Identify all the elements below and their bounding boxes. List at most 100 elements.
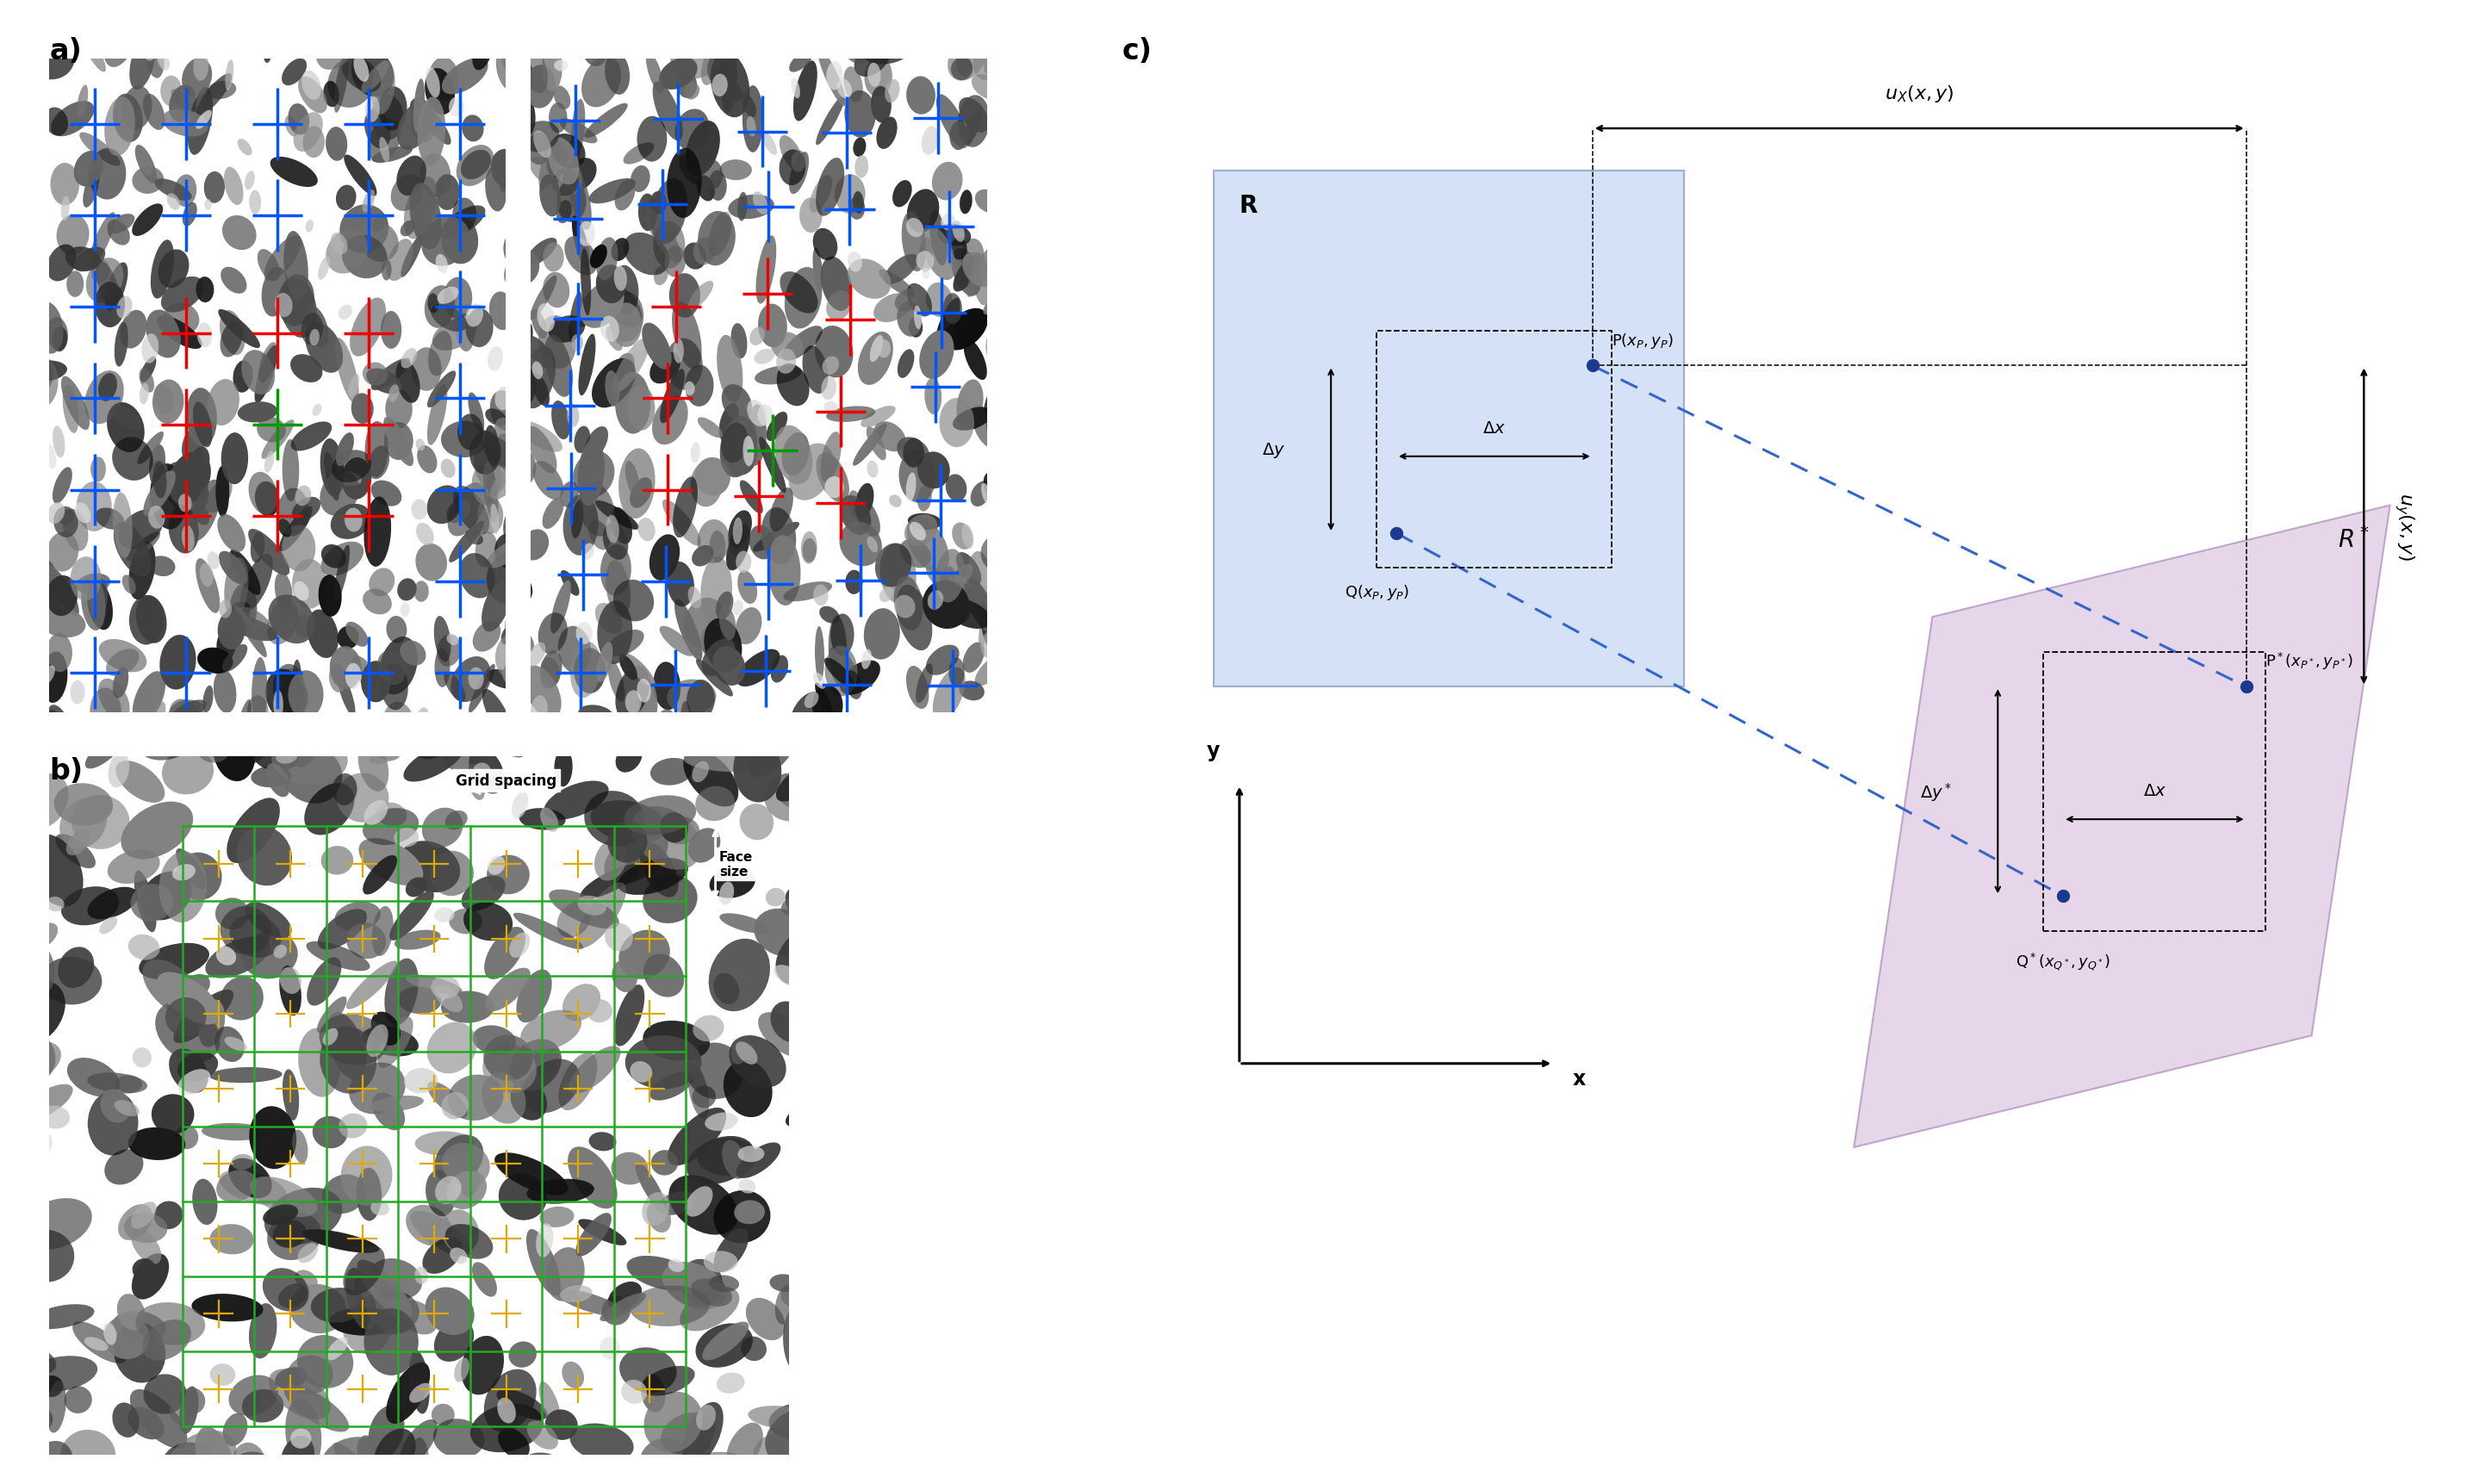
- Ellipse shape: [437, 255, 449, 275]
- Ellipse shape: [696, 787, 735, 821]
- Ellipse shape: [360, 16, 387, 50]
- Ellipse shape: [306, 324, 343, 374]
- Ellipse shape: [982, 629, 999, 659]
- Ellipse shape: [266, 1212, 321, 1260]
- Ellipse shape: [669, 275, 701, 319]
- Ellipse shape: [624, 690, 641, 714]
- Ellipse shape: [486, 166, 506, 212]
- Ellipse shape: [76, 482, 111, 531]
- Ellipse shape: [474, 1025, 516, 1055]
- Ellipse shape: [730, 1039, 748, 1064]
- Ellipse shape: [812, 229, 836, 261]
- Ellipse shape: [762, 508, 797, 565]
- Ellipse shape: [224, 61, 234, 92]
- Ellipse shape: [802, 870, 824, 886]
- Ellipse shape: [30, 534, 47, 565]
- Ellipse shape: [614, 985, 644, 1046]
- Ellipse shape: [434, 1135, 484, 1184]
- Ellipse shape: [683, 381, 696, 396]
- Ellipse shape: [723, 724, 757, 751]
- Ellipse shape: [306, 941, 370, 971]
- Ellipse shape: [20, 1198, 91, 1250]
- Ellipse shape: [575, 426, 590, 454]
- Ellipse shape: [854, 138, 866, 157]
- Ellipse shape: [469, 668, 484, 690]
- Ellipse shape: [113, 522, 150, 577]
- Ellipse shape: [456, 313, 474, 352]
- Ellipse shape: [397, 987, 442, 1014]
- Ellipse shape: [910, 522, 925, 542]
- Ellipse shape: [720, 55, 738, 113]
- Ellipse shape: [861, 407, 896, 427]
- Ellipse shape: [794, 61, 817, 122]
- Ellipse shape: [597, 266, 627, 304]
- Ellipse shape: [380, 312, 402, 349]
- Ellipse shape: [262, 420, 294, 460]
- Ellipse shape: [908, 190, 940, 233]
- Ellipse shape: [612, 960, 636, 993]
- Ellipse shape: [229, 551, 262, 595]
- Ellipse shape: [308, 329, 318, 346]
- Ellipse shape: [691, 1279, 733, 1306]
- Ellipse shape: [271, 157, 318, 187]
- Ellipse shape: [264, 25, 281, 50]
- Ellipse shape: [738, 1146, 765, 1162]
- Ellipse shape: [12, 1106, 49, 1172]
- Ellipse shape: [972, 47, 997, 80]
- Ellipse shape: [133, 1048, 150, 1068]
- Ellipse shape: [854, 42, 891, 77]
- Ellipse shape: [673, 338, 683, 364]
- Ellipse shape: [651, 191, 666, 215]
- Ellipse shape: [417, 445, 437, 473]
- Ellipse shape: [513, 374, 523, 404]
- Ellipse shape: [518, 475, 535, 506]
- Ellipse shape: [113, 493, 133, 559]
- Ellipse shape: [688, 1451, 740, 1469]
- Ellipse shape: [528, 1178, 595, 1204]
- Ellipse shape: [979, 604, 999, 653]
- Ellipse shape: [728, 22, 743, 47]
- Ellipse shape: [681, 1258, 723, 1306]
- Ellipse shape: [617, 743, 641, 773]
- Ellipse shape: [646, 53, 664, 95]
- Ellipse shape: [688, 828, 720, 864]
- Ellipse shape: [279, 508, 313, 552]
- Ellipse shape: [370, 1012, 400, 1046]
- Ellipse shape: [703, 619, 743, 672]
- Ellipse shape: [624, 233, 669, 276]
- Ellipse shape: [686, 1137, 755, 1184]
- Ellipse shape: [187, 88, 212, 156]
- Ellipse shape: [17, 1359, 44, 1377]
- Ellipse shape: [521, 122, 560, 153]
- Ellipse shape: [306, 610, 338, 659]
- Ellipse shape: [42, 567, 64, 611]
- Ellipse shape: [703, 1251, 738, 1273]
- Ellipse shape: [395, 828, 419, 847]
- Ellipse shape: [518, 301, 525, 321]
- Ellipse shape: [358, 1260, 412, 1319]
- Ellipse shape: [62, 377, 89, 430]
- Ellipse shape: [15, 1407, 52, 1435]
- Ellipse shape: [533, 362, 543, 380]
- Ellipse shape: [62, 386, 79, 433]
- Ellipse shape: [136, 595, 168, 644]
- Ellipse shape: [215, 669, 237, 714]
- Ellipse shape: [232, 700, 252, 763]
- Ellipse shape: [442, 460, 456, 478]
- Ellipse shape: [501, 55, 518, 85]
- Ellipse shape: [59, 798, 106, 849]
- Ellipse shape: [597, 237, 619, 280]
- Ellipse shape: [765, 1408, 822, 1462]
- Ellipse shape: [318, 576, 343, 617]
- Ellipse shape: [249, 1107, 296, 1169]
- Ellipse shape: [138, 432, 163, 464]
- Ellipse shape: [854, 191, 863, 214]
- Ellipse shape: [900, 212, 925, 272]
- Ellipse shape: [681, 1287, 740, 1331]
- Ellipse shape: [789, 153, 809, 194]
- Ellipse shape: [220, 1169, 286, 1205]
- Ellipse shape: [565, 237, 597, 276]
- Ellipse shape: [474, 620, 501, 651]
- Polygon shape: [1855, 506, 2391, 1147]
- Ellipse shape: [762, 132, 777, 156]
